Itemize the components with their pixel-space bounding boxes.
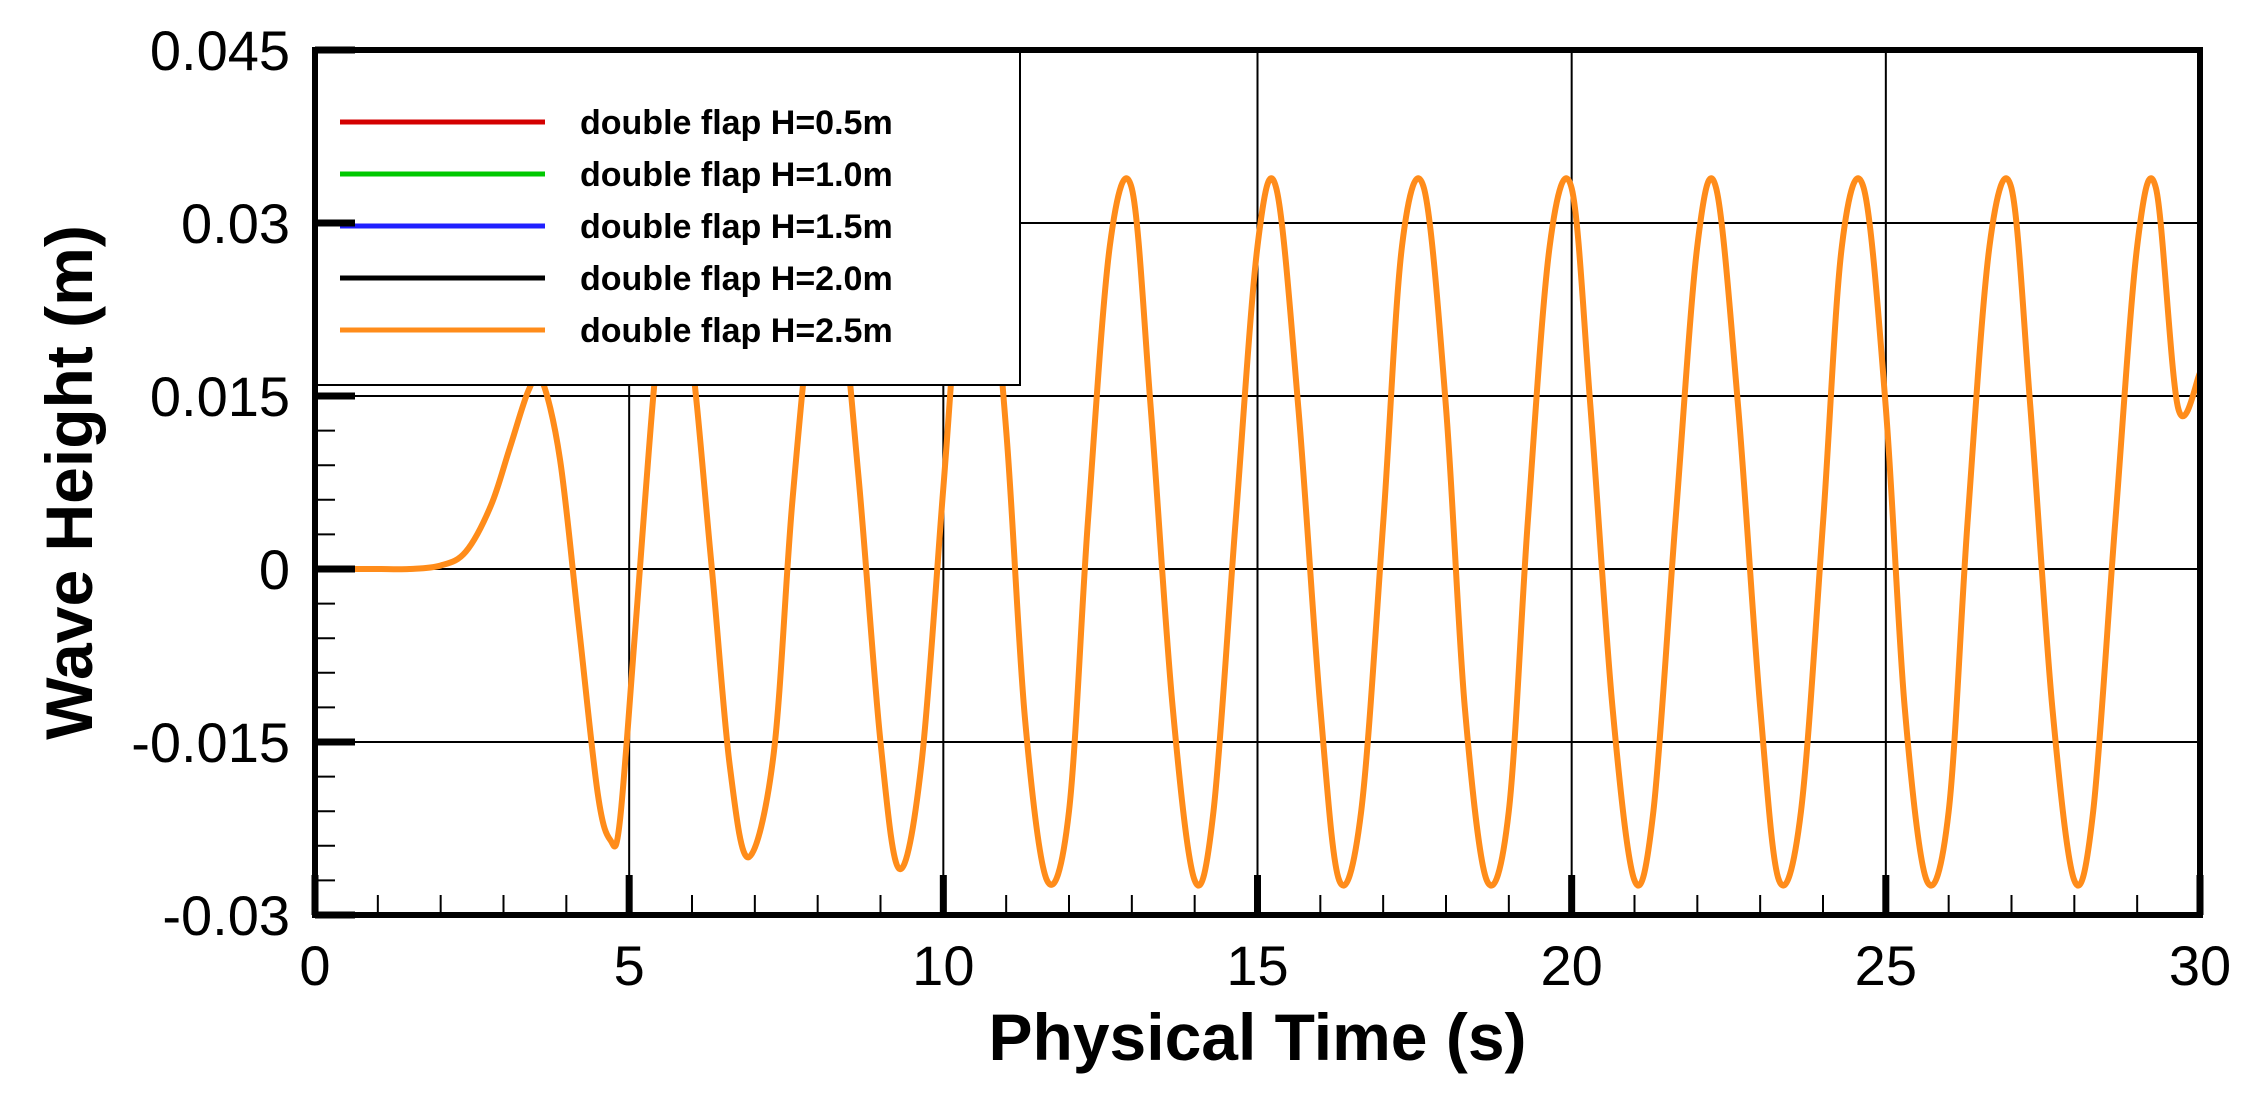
legend-label: double flap H=2.0m [580, 260, 893, 298]
y-tick-label: 0.015 [150, 365, 290, 428]
x-tick-label: 5 [614, 934, 645, 997]
y-tick-label: 0.045 [150, 19, 290, 82]
series-line-5 [315, 175, 2203, 889]
legend-label: double flap H=0.5m [580, 104, 893, 142]
y-tick-label: -0.015 [131, 711, 290, 774]
major-ticks [311, 46, 2204, 919]
y-tick-label: 0 [259, 538, 290, 601]
x-tick-label: 10 [912, 934, 974, 997]
x-axis-title: Physical Time (s) [988, 1000, 1526, 1074]
y-tick-label: -0.03 [162, 884, 290, 947]
legend-label: double flap H=1.0m [580, 156, 893, 194]
legend-label: double flap H=1.5m [580, 208, 893, 246]
legend: double flap H=0.5m double flap H=1.0m doub… [340, 104, 893, 350]
x-tick-label: 25 [1855, 934, 1917, 997]
x-tick-label: 15 [1226, 934, 1288, 997]
legend-label: double flap H=2.5m [580, 312, 893, 350]
series-layer [315, 175, 2203, 889]
x-tick-label: 0 [299, 934, 330, 997]
x-tick-label: 20 [1541, 934, 1603, 997]
x-tick-labels: 0 5 10 15 20 25 30 [299, 934, 2231, 997]
x-tick-label: 30 [2169, 934, 2231, 997]
y-tick-labels: -0.03 -0.015 0 0.015 0.03 0.045 [131, 19, 290, 947]
y-tick-label: 0.03 [181, 192, 290, 255]
y-axis-title: Wave Height (m) [32, 225, 106, 740]
